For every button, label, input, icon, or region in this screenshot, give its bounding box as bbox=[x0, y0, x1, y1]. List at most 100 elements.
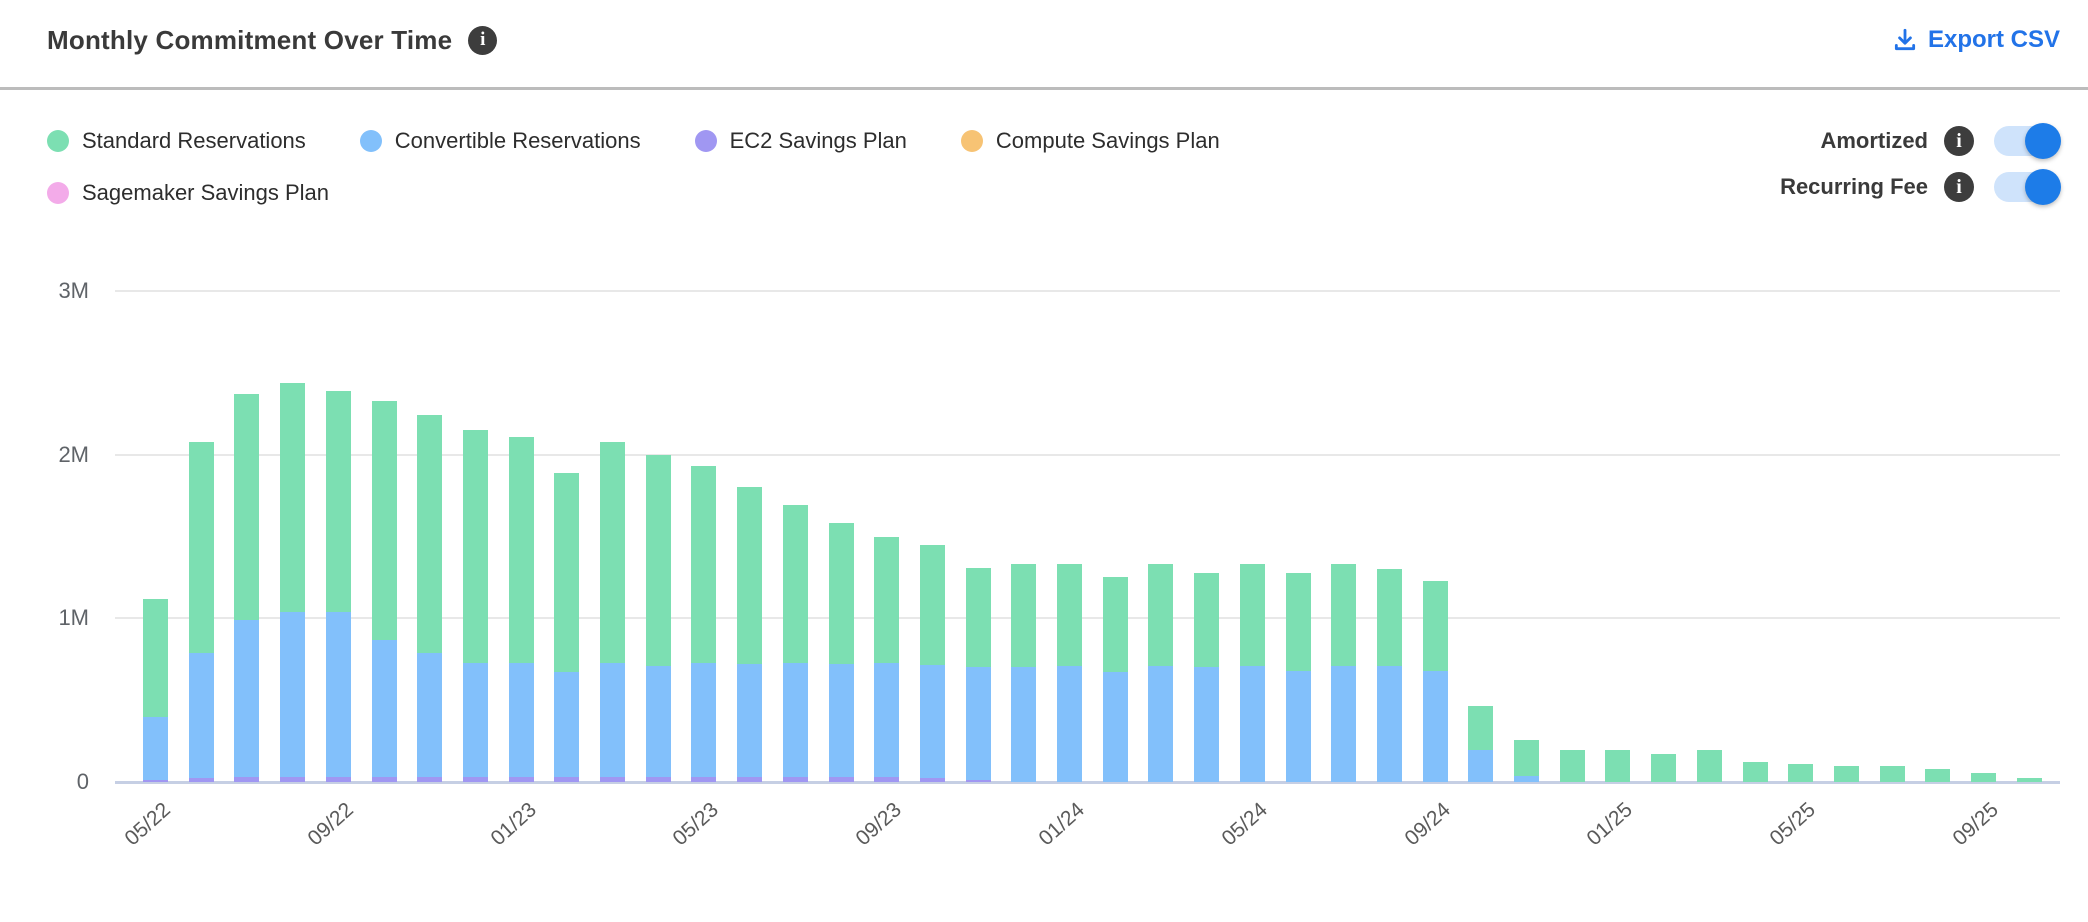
bar-segment-standard-reservations[interactable] bbox=[737, 487, 763, 665]
bar-segment-standard-reservations[interactable] bbox=[782, 505, 808, 663]
bar-segment-standard-reservations[interactable] bbox=[1833, 765, 1859, 782]
bar-03/25[interactable] bbox=[1696, 291, 1722, 782]
bar-segment-convertible-reservations[interactable] bbox=[645, 665, 671, 778]
bar-segment-standard-reservations[interactable] bbox=[1285, 572, 1311, 671]
bar-segment-standard-reservations[interactable] bbox=[554, 472, 580, 673]
bar-segment-standard-reservations[interactable] bbox=[919, 544, 945, 665]
bar-segment-ec2-savings-plan[interactable] bbox=[828, 777, 854, 782]
bar-07/23[interactable] bbox=[782, 291, 808, 782]
bar-segment-convertible-reservations[interactable] bbox=[600, 662, 625, 778]
bar-10/24[interactable] bbox=[1468, 291, 1494, 782]
bar-04/25[interactable] bbox=[1742, 291, 1768, 782]
bar-segment-standard-reservations[interactable] bbox=[508, 436, 534, 663]
bar-10/22[interactable] bbox=[371, 291, 397, 782]
bar-segment-standard-reservations[interactable] bbox=[1239, 564, 1265, 666]
bar-03/23[interactable] bbox=[600, 291, 625, 782]
bar-segment-convertible-reservations[interactable] bbox=[554, 672, 580, 778]
bar-segment-ec2-savings-plan[interactable] bbox=[737, 777, 763, 782]
bar-segment-convertible-reservations[interactable] bbox=[1057, 665, 1082, 782]
bar-segment-standard-reservations[interactable] bbox=[1514, 739, 1539, 776]
bar-segment-ec2-savings-plan[interactable] bbox=[280, 777, 306, 782]
bar-segment-convertible-reservations[interactable] bbox=[462, 662, 488, 778]
bar-segment-convertible-reservations[interactable] bbox=[1102, 672, 1128, 782]
bar-segment-convertible-reservations[interactable] bbox=[1194, 667, 1220, 782]
export-csv-button[interactable]: Export CSV bbox=[1892, 26, 2060, 54]
bar-07/24[interactable] bbox=[1331, 291, 1357, 782]
bar-05/24[interactable] bbox=[1239, 291, 1265, 782]
bar-segment-standard-reservations[interactable] bbox=[1605, 749, 1631, 782]
legend-item-compute-savings-plan[interactable]: Compute Savings Plan bbox=[960, 128, 1220, 154]
bar-06/24[interactable] bbox=[1285, 291, 1311, 782]
bar-segment-ec2-savings-plan[interactable] bbox=[874, 777, 900, 782]
legend-item-convertible-reservations[interactable]: Convertible Reservations bbox=[359, 128, 641, 154]
bar-segment-convertible-reservations[interactable] bbox=[143, 716, 168, 781]
bar-segment-convertible-reservations[interactable] bbox=[1514, 775, 1539, 782]
bar-segment-standard-reservations[interactable] bbox=[1376, 569, 1402, 666]
bar-12/22[interactable] bbox=[462, 291, 488, 782]
bar-11/23[interactable] bbox=[965, 291, 991, 782]
bar-10/25[interactable] bbox=[2016, 291, 2042, 782]
bar-segment-convertible-reservations[interactable] bbox=[1422, 670, 1448, 782]
bar-segment-convertible-reservations[interactable] bbox=[782, 662, 808, 778]
bar-segment-standard-reservations[interactable] bbox=[645, 454, 671, 666]
bar-segment-standard-reservations[interactable] bbox=[1971, 773, 1996, 782]
bar-03/24[interactable] bbox=[1148, 291, 1174, 782]
bar-segment-standard-reservations[interactable] bbox=[1925, 769, 1951, 782]
bar-segment-standard-reservations[interactable] bbox=[1194, 572, 1220, 668]
legend-item-sagemaker-savings-plan[interactable]: Sagemaker Savings Plan bbox=[47, 180, 329, 206]
bar-segment-convertible-reservations[interactable] bbox=[188, 652, 214, 778]
bar-segment-standard-reservations[interactable] bbox=[1331, 564, 1357, 666]
bar-segment-convertible-reservations[interactable] bbox=[919, 665, 945, 778]
bar-segment-convertible-reservations[interactable] bbox=[417, 652, 443, 778]
bar-segment-standard-reservations[interactable] bbox=[1742, 762, 1768, 782]
bar-02/24[interactable] bbox=[1102, 291, 1128, 782]
bar-segment-convertible-reservations[interactable] bbox=[1285, 670, 1311, 782]
bar-12/23[interactable] bbox=[1011, 291, 1037, 782]
bar-02/23[interactable] bbox=[554, 291, 580, 782]
bar-segment-ec2-savings-plan[interactable] bbox=[325, 777, 351, 782]
recurring-fee-toggle[interactable] bbox=[1994, 169, 2061, 205]
bar-segment-standard-reservations[interactable] bbox=[462, 430, 488, 663]
bar-segment-standard-reservations[interactable] bbox=[143, 598, 168, 717]
bar-segment-standard-reservations[interactable] bbox=[234, 394, 260, 620]
amortized-toggle[interactable] bbox=[1994, 123, 2061, 159]
bar-segment-convertible-reservations[interactable] bbox=[737, 664, 763, 778]
bar-segment-standard-reservations[interactable] bbox=[1011, 564, 1037, 668]
bar-segment-standard-reservations[interactable] bbox=[417, 415, 443, 653]
bar-08/25[interactable] bbox=[1925, 291, 1951, 782]
bar-segment-convertible-reservations[interactable] bbox=[234, 619, 260, 778]
bar-09/24[interactable] bbox=[1422, 291, 1448, 782]
bar-segment-ec2-savings-plan[interactable] bbox=[919, 777, 945, 782]
bar-06/23[interactable] bbox=[737, 291, 763, 782]
bar-segment-ec2-savings-plan[interactable] bbox=[782, 777, 808, 782]
bar-02/25[interactable] bbox=[1651, 291, 1677, 782]
bar-05/25[interactable] bbox=[1788, 291, 1814, 782]
bar-segment-standard-reservations[interactable] bbox=[1696, 749, 1722, 782]
bar-segment-standard-reservations[interactable] bbox=[1468, 705, 1494, 750]
bar-segment-ec2-savings-plan[interactable] bbox=[371, 777, 397, 782]
bar-11/22[interactable] bbox=[417, 291, 443, 782]
bar-segment-convertible-reservations[interactable] bbox=[1468, 749, 1494, 782]
bar-segment-convertible-reservations[interactable] bbox=[1148, 665, 1174, 782]
bar-segment-convertible-reservations[interactable] bbox=[280, 611, 306, 778]
bar-01/24[interactable] bbox=[1057, 291, 1082, 782]
bar-segment-standard-reservations[interactable] bbox=[1148, 564, 1174, 666]
bar-segment-standard-reservations[interactable] bbox=[325, 390, 351, 612]
bar-segment-ec2-savings-plan[interactable] bbox=[554, 777, 580, 782]
bar-segment-convertible-reservations[interactable] bbox=[828, 664, 854, 778]
bar-04/23[interactable] bbox=[645, 291, 671, 782]
bar-segment-standard-reservations[interactable] bbox=[1057, 564, 1082, 666]
bar-11/24[interactable] bbox=[1514, 291, 1539, 782]
bar-segment-convertible-reservations[interactable] bbox=[874, 662, 900, 778]
legend-item-standard-reservations[interactable]: Standard Reservations bbox=[47, 128, 306, 154]
bar-segment-standard-reservations[interactable] bbox=[1422, 580, 1448, 671]
bar-06/22[interactable] bbox=[188, 291, 214, 782]
legend-item-ec2-savings-plan[interactable]: EC2 Savings Plan bbox=[694, 128, 907, 154]
bar-09/25[interactable] bbox=[1971, 291, 1996, 782]
bar-segment-standard-reservations[interactable] bbox=[371, 400, 397, 640]
bar-08/24[interactable] bbox=[1376, 291, 1402, 782]
bar-12/24[interactable] bbox=[1559, 291, 1585, 782]
bar-segment-ec2-savings-plan[interactable] bbox=[234, 777, 260, 782]
bar-07/22[interactable] bbox=[234, 291, 260, 782]
bar-segment-convertible-reservations[interactable] bbox=[1376, 665, 1402, 782]
